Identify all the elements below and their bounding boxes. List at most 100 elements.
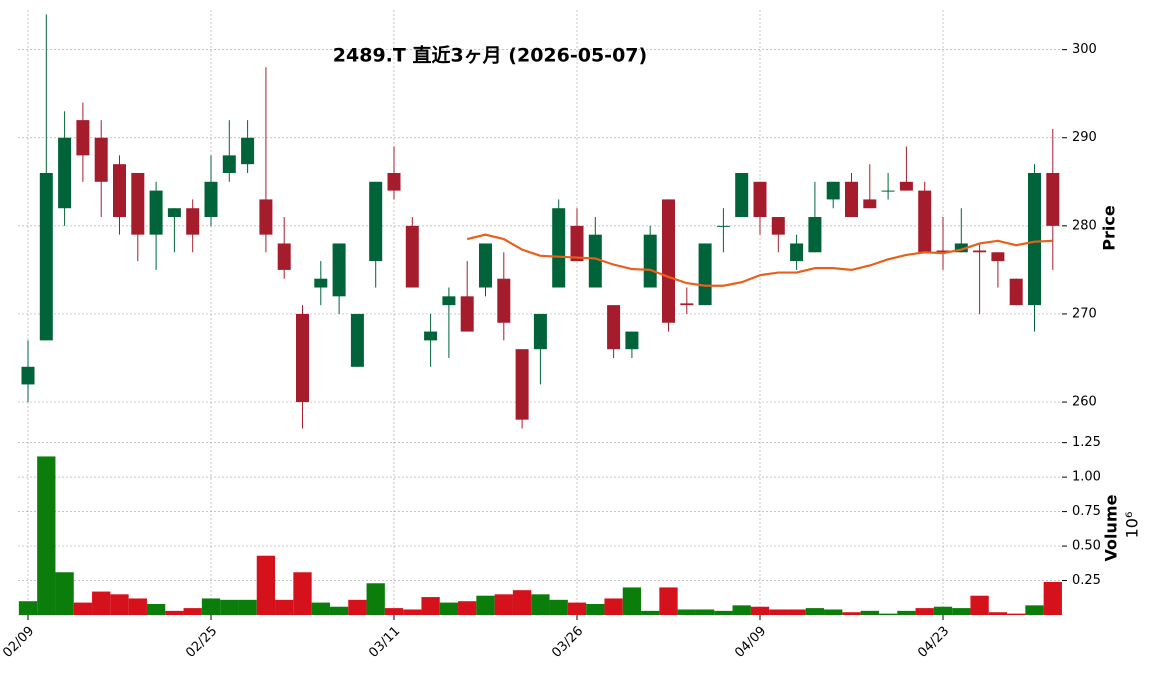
candle-body [222, 155, 236, 173]
candle-body [94, 137, 108, 182]
candle-body [808, 217, 822, 253]
volume-bar [439, 602, 459, 615]
volume-bar [659, 587, 678, 615]
candle-body [826, 181, 840, 200]
candle-body [241, 137, 255, 165]
volume-bar [531, 594, 550, 615]
volume-bar [1025, 605, 1044, 615]
candle-body [424, 331, 438, 341]
candle-body [845, 181, 858, 218]
candle-body [460, 296, 474, 332]
candle-body [314, 278, 328, 288]
candle-body [680, 303, 694, 306]
volume-bar [494, 594, 513, 615]
volume-bar [586, 603, 605, 615]
volume-bar [805, 608, 825, 615]
candle-body [881, 190, 895, 192]
volume-bar [55, 572, 74, 615]
volume-bar [897, 610, 916, 615]
grid-layer [18, 10, 1062, 615]
candle-body [350, 313, 364, 367]
candle-body [753, 181, 767, 218]
volume-bar [37, 456, 56, 615]
candle-body [899, 181, 913, 191]
volume-bar [695, 609, 715, 615]
volume-bar [641, 610, 660, 615]
candle-body [735, 172, 749, 218]
candle-body [515, 349, 529, 420]
volume-bar [146, 603, 166, 615]
volume-bar [787, 609, 806, 615]
candle-body [918, 190, 932, 253]
y-tick-label: 1.25 [1072, 435, 1101, 450]
candle-body [643, 234, 657, 288]
volume-bar [842, 612, 861, 615]
candle-body [167, 208, 181, 218]
volume-bar [567, 602, 587, 615]
volume-bar [970, 595, 989, 615]
candle-body [58, 137, 72, 209]
y-axis-label: Price [1100, 205, 1119, 251]
volume-bar [952, 608, 971, 615]
volume-bar [366, 583, 385, 615]
volume-bar [1043, 581, 1062, 615]
volume-bar [604, 598, 623, 615]
volume-bar [476, 595, 495, 615]
volume-bar [915, 608, 934, 615]
candle-body [662, 199, 675, 323]
volume-bar [256, 555, 276, 615]
volume-bar [622, 587, 642, 615]
volume-bar [329, 606, 349, 615]
volume-bar [384, 608, 404, 615]
volume-bar [458, 601, 477, 615]
volume-scale: 10⁶ [1123, 512, 1142, 539]
volume-bar [714, 610, 733, 615]
volume-bar [220, 599, 239, 615]
volume-bar [18, 601, 38, 615]
candle-body [442, 296, 456, 306]
volume-bar [933, 606, 953, 615]
volume-bar [311, 602, 330, 615]
volume-bar [183, 608, 202, 615]
candle-body [936, 250, 950, 253]
y-tick-label: 290 [1072, 130, 1097, 145]
candle-body [771, 217, 785, 235]
candle-body [479, 243, 492, 288]
volume-bar [403, 609, 422, 615]
candle-body [588, 234, 602, 288]
volume-bar [732, 605, 751, 615]
volume-bar [238, 599, 257, 615]
x-tick-label: 03/11 [366, 624, 403, 661]
volume-bar [512, 590, 532, 615]
candle-body [405, 225, 419, 288]
volume-bar [165, 610, 184, 615]
y-tick-label: 280 [1072, 218, 1097, 233]
candle-body [113, 164, 126, 218]
candle-body [973, 250, 987, 253]
y-tick-label: 300 [1072, 42, 1097, 57]
candle-body [296, 313, 309, 403]
volume-bar [92, 591, 111, 615]
candle-body [21, 366, 35, 385]
volume-bar [73, 602, 93, 615]
candle-body [570, 225, 584, 262]
candle-body [790, 243, 804, 262]
candle-body [991, 252, 1005, 262]
y-tick-label: 0.75 [1072, 504, 1101, 519]
volume-bar [128, 598, 147, 615]
candle-body [259, 199, 273, 235]
volume-axis-label: Volume [1102, 494, 1121, 561]
moving-average-line [466, 233, 1053, 287]
y-tick-label: 0.25 [1072, 573, 1101, 588]
candle-body [149, 190, 163, 235]
candle-body [716, 225, 730, 227]
volume-bar [878, 613, 898, 615]
candle-body [39, 172, 53, 341]
candle-body [204, 181, 218, 218]
candle-body [186, 208, 200, 235]
y-tick-label: 0.50 [1072, 539, 1101, 554]
volume-bar [824, 609, 843, 615]
candle-body [1046, 172, 1060, 226]
